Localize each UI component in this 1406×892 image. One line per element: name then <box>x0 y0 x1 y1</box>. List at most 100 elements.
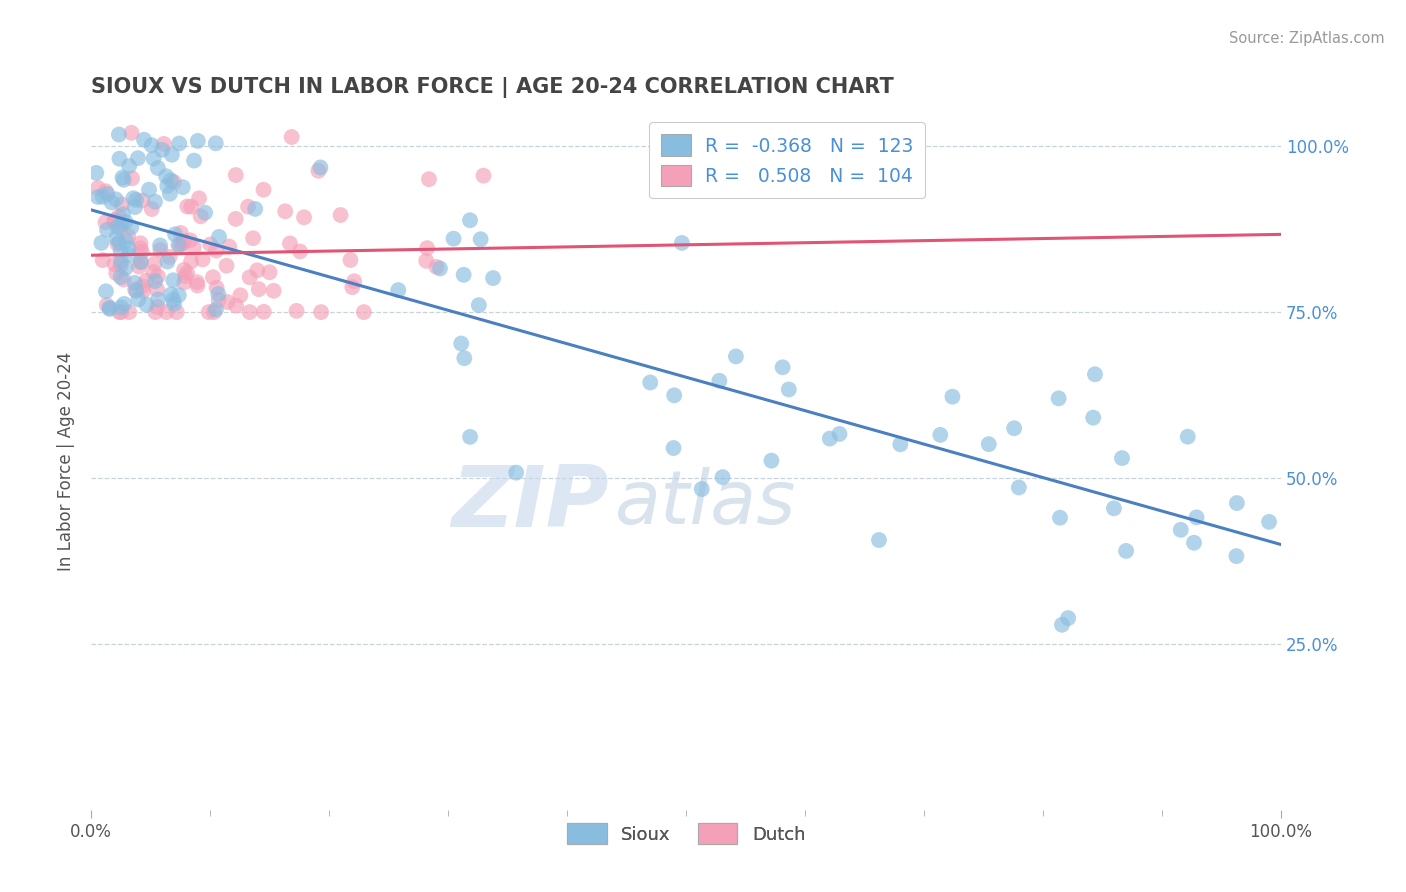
Point <box>180 200 202 214</box>
Point <box>225 168 247 182</box>
Point <box>173 234 195 248</box>
Point <box>91 253 114 268</box>
Point <box>342 280 364 294</box>
Point <box>425 260 447 274</box>
Point <box>190 209 212 223</box>
Point <box>110 244 132 258</box>
Point <box>96 298 118 312</box>
Point <box>429 261 451 276</box>
Point <box>1170 523 1192 537</box>
Point <box>125 193 148 207</box>
Point <box>117 241 139 255</box>
Point <box>118 305 141 319</box>
Point <box>120 126 142 140</box>
Point <box>124 276 146 290</box>
Point <box>131 194 153 208</box>
Point <box>160 287 183 301</box>
Point <box>104 192 127 206</box>
Point <box>505 466 527 480</box>
Point <box>187 134 209 148</box>
Point <box>443 232 465 246</box>
Point <box>114 215 136 229</box>
Point <box>207 287 229 301</box>
Point <box>274 204 297 219</box>
Point <box>1115 544 1137 558</box>
Point <box>453 268 475 282</box>
Point <box>87 181 110 195</box>
Point <box>141 138 163 153</box>
Point <box>208 230 231 244</box>
Point <box>453 351 475 366</box>
Point <box>146 300 169 314</box>
Point <box>183 153 205 168</box>
Point <box>1057 611 1080 625</box>
Point <box>159 250 181 264</box>
Point <box>132 133 155 147</box>
Point <box>309 161 332 175</box>
Point <box>162 273 184 287</box>
Point <box>339 252 361 267</box>
Point <box>129 255 152 269</box>
Point <box>128 260 150 274</box>
Point <box>162 293 184 307</box>
Point <box>163 297 186 311</box>
Point <box>94 215 117 229</box>
Point <box>156 178 179 193</box>
Point <box>143 274 166 288</box>
Point <box>145 305 167 319</box>
Point <box>110 217 132 231</box>
Point <box>1111 451 1133 466</box>
Point <box>468 298 491 312</box>
Point <box>229 288 252 302</box>
Point <box>110 305 132 319</box>
Point <box>343 274 366 288</box>
Point <box>103 215 125 229</box>
Point <box>112 297 135 311</box>
Text: Source: ZipAtlas.com: Source: ZipAtlas.com <box>1229 31 1385 46</box>
Point <box>709 374 731 388</box>
Point <box>110 259 132 273</box>
Point <box>105 231 128 245</box>
Point <box>218 239 240 253</box>
Point <box>225 211 247 226</box>
Point <box>1102 501 1125 516</box>
Point <box>107 236 129 251</box>
Point <box>243 202 266 216</box>
Point <box>163 175 186 189</box>
Point <box>86 166 108 180</box>
Point <box>98 301 121 316</box>
Point <box>450 336 472 351</box>
Point <box>166 305 188 319</box>
Point <box>1050 617 1073 632</box>
Point <box>111 197 134 211</box>
Point <box>124 200 146 214</box>
Point <box>288 244 311 259</box>
Point <box>146 161 169 175</box>
Point <box>246 263 269 277</box>
Point <box>142 265 165 279</box>
Point <box>105 266 128 280</box>
Point <box>135 298 157 312</box>
Point <box>252 183 274 197</box>
Point <box>664 388 686 402</box>
Point <box>1258 515 1281 529</box>
Point <box>91 190 114 204</box>
Point <box>236 200 259 214</box>
Point <box>176 199 198 213</box>
Y-axis label: In Labor Force | Age 20-24: In Labor Force | Age 20-24 <box>58 351 75 571</box>
Point <box>155 169 177 184</box>
Point <box>353 305 375 319</box>
Point <box>127 293 149 307</box>
Point <box>122 191 145 205</box>
Point <box>173 263 195 277</box>
Point <box>309 305 332 319</box>
Point <box>131 244 153 259</box>
Point <box>387 283 409 297</box>
Point <box>1177 430 1199 444</box>
Text: SIOUX VS DUTCH IN LABOR FORCE | AGE 20-24 CORRELATION CHART: SIOUX VS DUTCH IN LABOR FORCE | AGE 20-2… <box>91 78 894 98</box>
Point <box>131 279 153 293</box>
Point <box>114 260 136 275</box>
Point <box>125 284 148 298</box>
Point <box>242 231 264 245</box>
Point <box>118 159 141 173</box>
